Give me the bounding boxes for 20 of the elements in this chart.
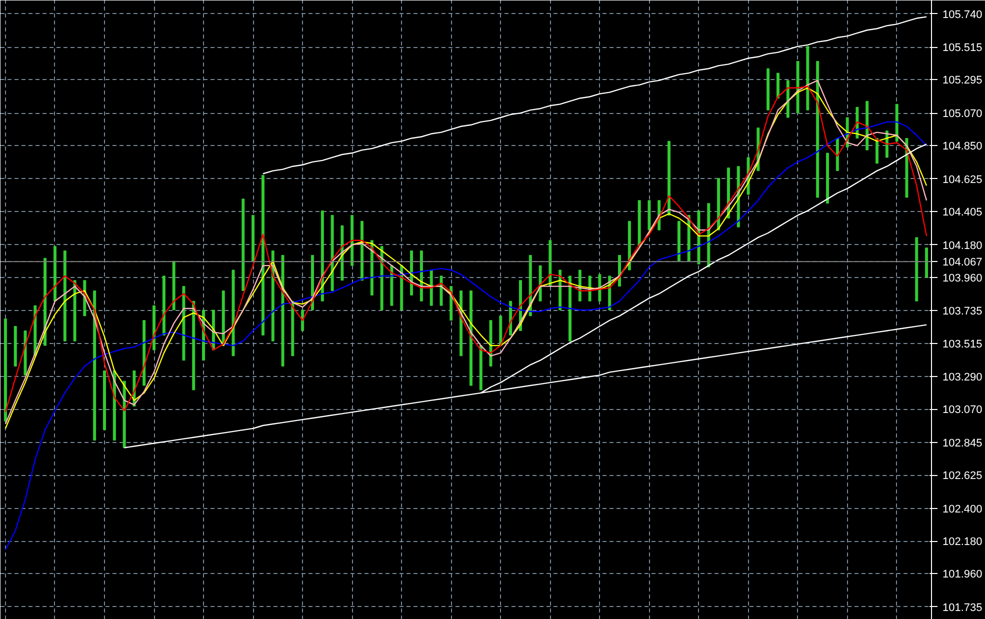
y-tick-label: 103.290 xyxy=(942,372,982,384)
y-tick-label: 105.740 xyxy=(942,8,982,21)
y-tick-label: 105.295 xyxy=(942,74,982,87)
y-tick-label: 102.845 xyxy=(942,438,982,450)
y-tick-label: 101.735 xyxy=(942,602,982,614)
y-tick-label: 104.625 xyxy=(942,174,982,186)
y-tick-label: 103.960 xyxy=(942,272,982,284)
y-tick-label: 104.405 xyxy=(942,206,982,219)
y-tick-label: 101.960 xyxy=(942,568,982,581)
y-tick-label: 104.850 xyxy=(942,140,982,153)
y-tick-label: 105.515 xyxy=(942,42,982,54)
y-tick-label: 102.400 xyxy=(942,503,982,516)
ref-line-label: 104.067 xyxy=(942,256,982,269)
y-tick-label: 103.515 xyxy=(942,338,982,350)
y-tick-label: 102.180 xyxy=(942,536,982,548)
y-tick-label: 104.180 xyxy=(942,240,982,252)
y-tick-label: 103.735 xyxy=(942,306,982,318)
y-tick-label: 103.070 xyxy=(942,404,982,416)
y-tick-label: 105.070 xyxy=(942,108,982,120)
y-tick-label: 102.625 xyxy=(942,470,982,482)
